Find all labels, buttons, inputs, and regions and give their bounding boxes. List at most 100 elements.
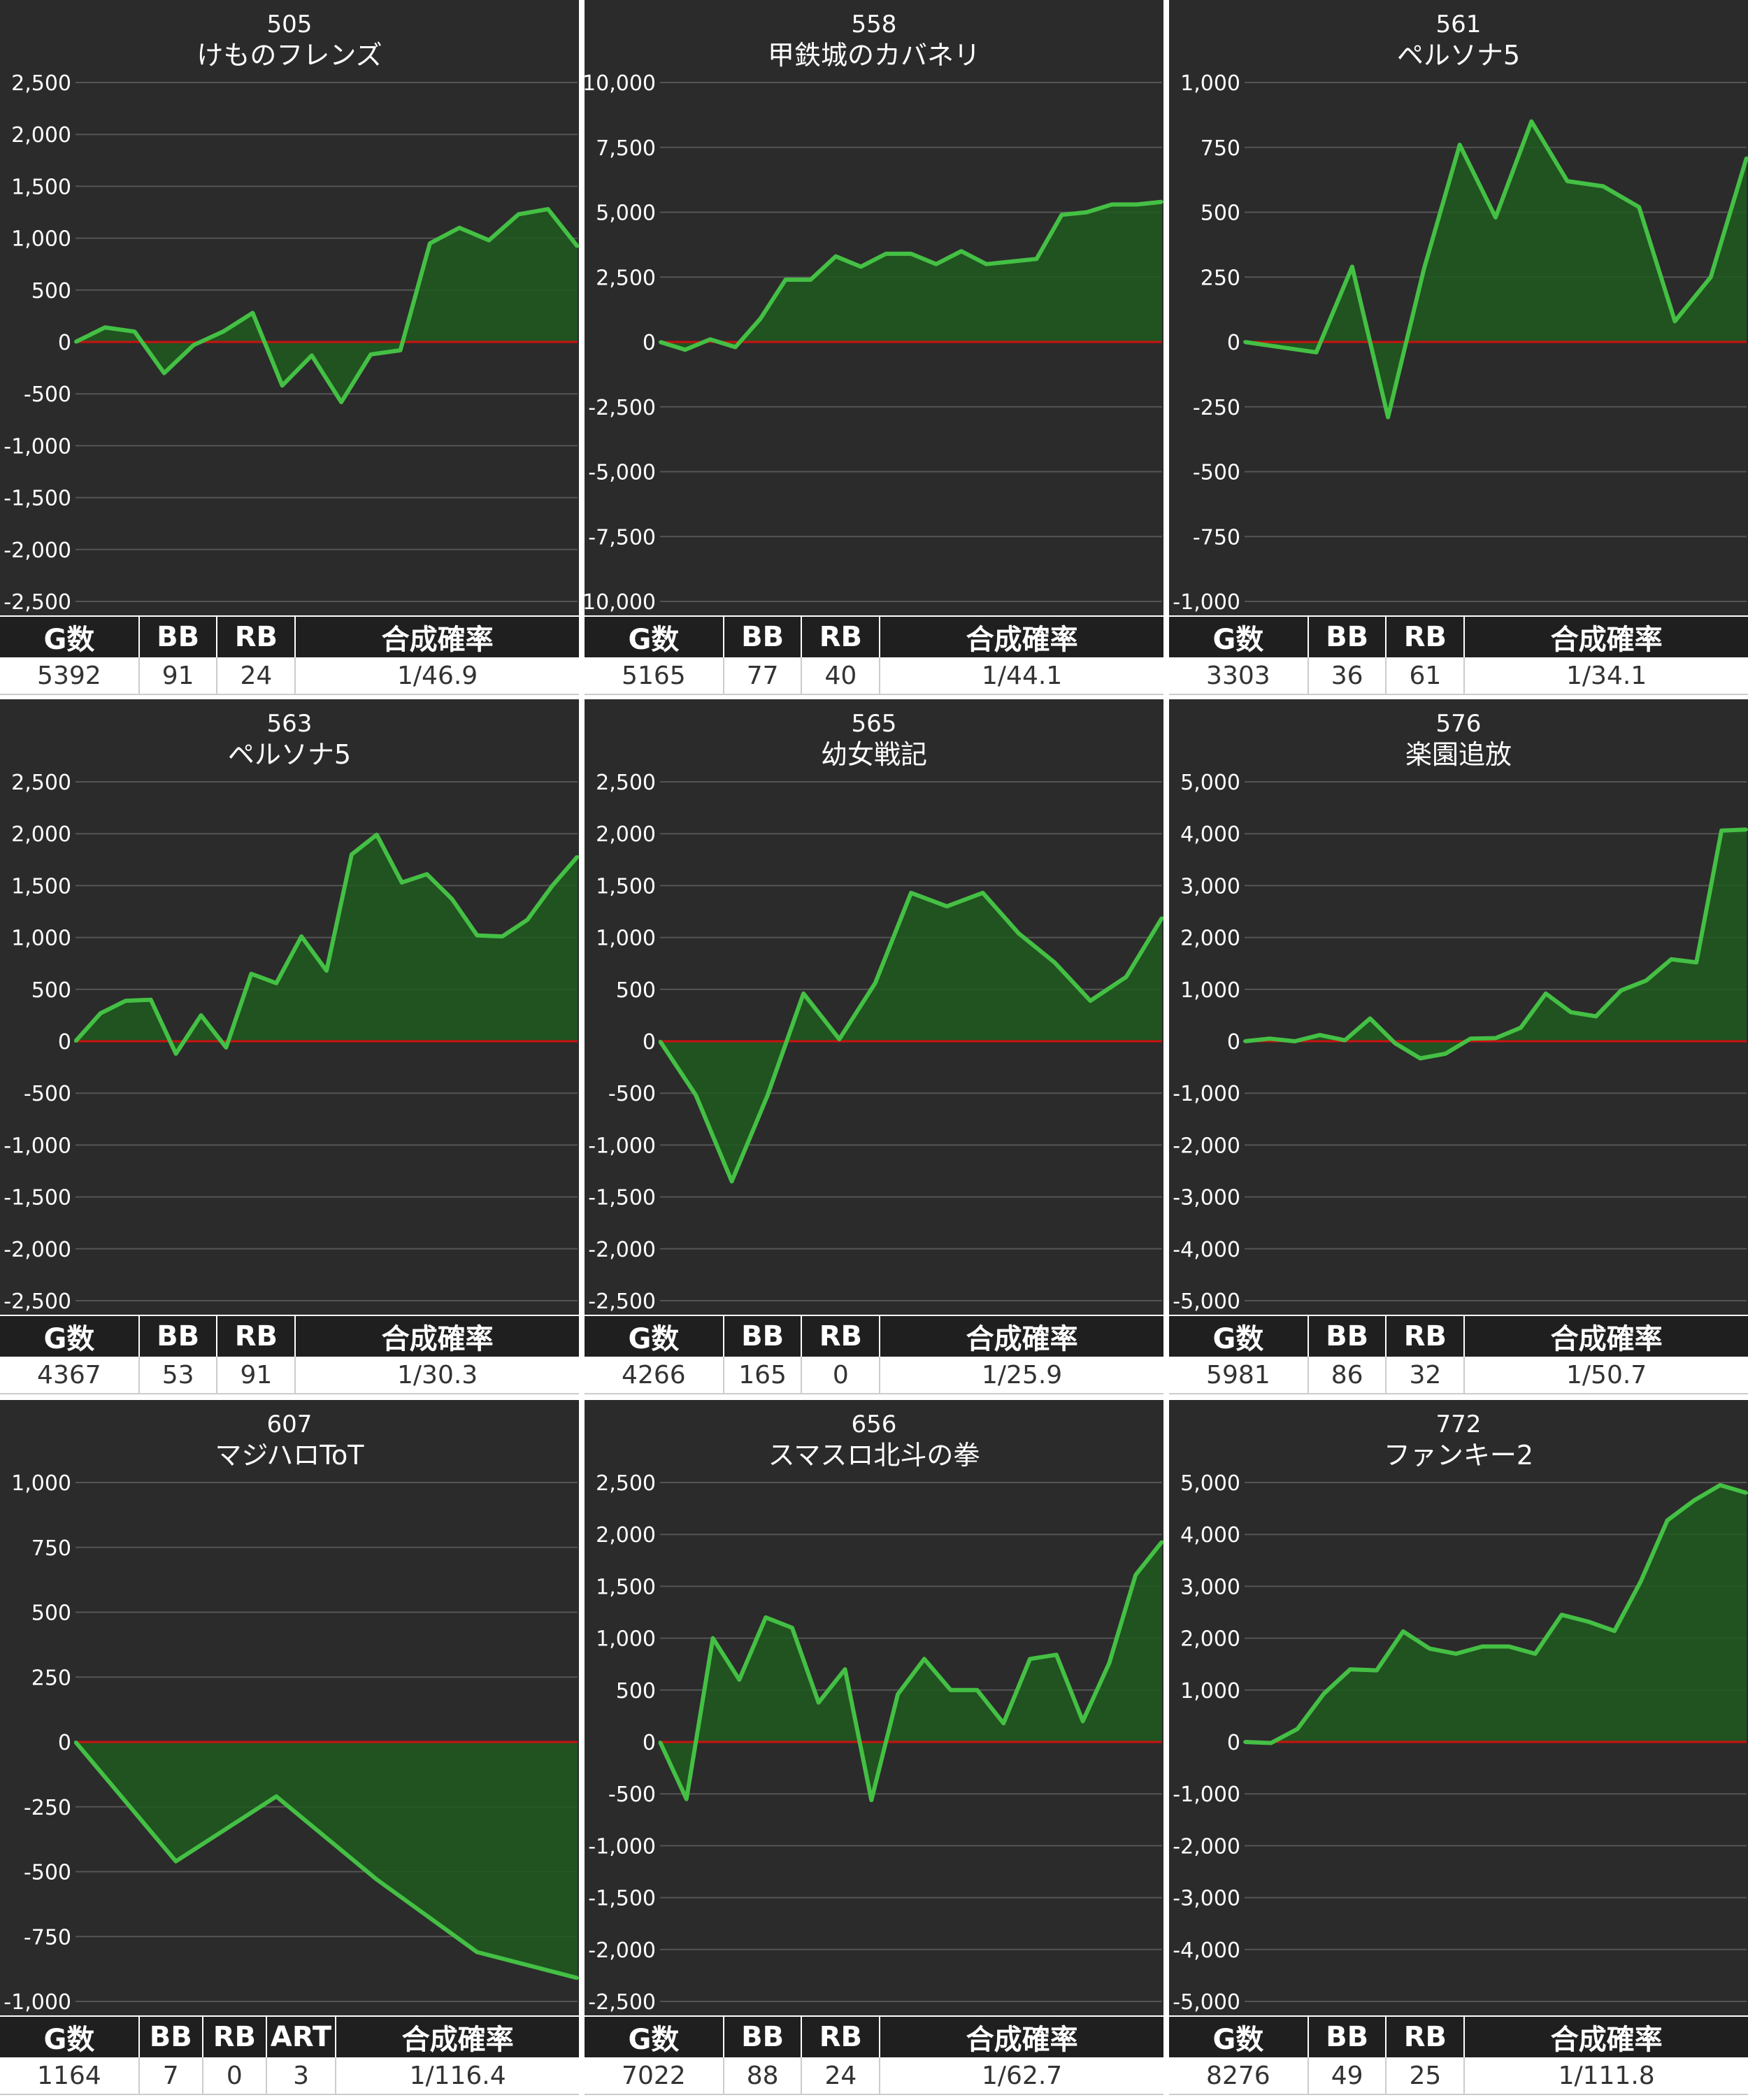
y-tick-label: -1,500 <box>3 1186 71 1210</box>
y-tick-label: 2,500 <box>11 71 71 96</box>
stats-header: BB <box>723 2017 803 2057</box>
y-tick-label: 10,000 <box>585 71 656 96</box>
data-point <box>1387 415 1390 419</box>
stats-value: 5981 <box>1169 1357 1309 1394</box>
data-point <box>708 338 712 341</box>
data-point <box>870 1799 873 1802</box>
stats-header: 合成確率 <box>880 2017 1163 2057</box>
y-tick-label: -1,000 <box>588 1834 656 1859</box>
stats-value: 1/50.7 <box>1464 1357 1748 1394</box>
data-point <box>683 348 687 352</box>
stats-value: 5392 <box>0 657 140 695</box>
y-tick-label: 500 <box>31 1601 71 1626</box>
stats-table: G数 BB RB 合成確率 5165 77 40 1/44.1 <box>585 617 1163 695</box>
y-tick-label: -500 <box>1193 461 1240 485</box>
stats-value: 0 <box>202 2057 267 2095</box>
data-point <box>1530 120 1533 123</box>
y-tick-label: 7,500 <box>596 136 656 161</box>
data-point <box>884 252 888 255</box>
stats-value: 1/46.9 <box>295 657 579 695</box>
y-tick-label: 4,000 <box>1180 1523 1240 1548</box>
data-point <box>546 208 550 211</box>
data-point <box>1720 829 1724 832</box>
y-tick-label: 0 <box>643 1731 656 1755</box>
y-tick-label: 1,500 <box>11 175 71 199</box>
stats-header: G数 <box>1169 617 1309 657</box>
y-tick-label: 2,000 <box>1180 1627 1240 1652</box>
y-tick-label: 5,000 <box>1180 1471 1240 1496</box>
data-point <box>275 1794 278 1798</box>
data-point <box>790 1626 794 1629</box>
data-point <box>1673 320 1677 323</box>
y-tick-label: -1,000 <box>588 1134 656 1158</box>
y-tick-label: -500 <box>608 1783 656 1807</box>
stats-header: BB <box>1308 2017 1387 2057</box>
data-point <box>576 1976 579 1980</box>
stats-header: RB <box>202 2017 267 2057</box>
y-tick-label: 2,000 <box>11 123 71 148</box>
y-tick-label: 1,000 <box>11 1471 71 1496</box>
y-tick-label: 1,000 <box>596 1627 656 1652</box>
data-point <box>784 278 787 281</box>
y-tick-label: 3,000 <box>1180 1575 1240 1599</box>
machine-number: 576 <box>1436 710 1482 738</box>
y-tick-label: 750 <box>1201 136 1240 161</box>
y-tick-label: 3,000 <box>1180 874 1240 899</box>
data-point <box>896 1692 900 1696</box>
y-tick-label: -3,000 <box>1173 1186 1240 1210</box>
y-tick-label: 2,500 <box>596 266 656 290</box>
stats-header: G数 <box>585 2017 724 2057</box>
y-tick-label: -5,000 <box>1173 1990 1240 2015</box>
data-point <box>910 891 912 894</box>
y-tick-label: -1,500 <box>588 1186 656 1210</box>
data-point <box>1560 1613 1563 1617</box>
y-tick-label: -250 <box>24 1796 71 1820</box>
stats-header: 合成確率 <box>1464 617 1748 657</box>
stats-header: G数 <box>585 1316 724 1357</box>
y-tick-label: 2,500 <box>596 771 656 795</box>
stats-value: 77 <box>723 657 803 695</box>
data-point <box>843 1668 847 1671</box>
data-point <box>1136 203 1139 206</box>
data-point <box>74 341 77 343</box>
chart-area: 563 ペルソナ5 2,500 2,000 1,500 1,000 500 0 -500 -1,0… <box>0 699 579 1315</box>
y-tick-label: -2,000 <box>588 1238 656 1262</box>
data-point <box>945 905 949 908</box>
data-point <box>1161 1540 1163 1543</box>
stats-value: 4367 <box>0 1357 140 1394</box>
data-point <box>450 897 454 901</box>
data-point <box>310 354 313 357</box>
data-point <box>369 352 373 356</box>
data-point <box>251 311 255 315</box>
y-tick-label: 2,000 <box>1180 927 1240 951</box>
data-point <box>1428 1647 1431 1650</box>
y-tick-label: 0 <box>58 331 71 355</box>
machine-number: 563 <box>267 710 313 738</box>
stats-value: 91 <box>217 1357 296 1394</box>
stats-header: RB <box>801 1316 881 1357</box>
data-point <box>1089 999 1092 1003</box>
y-tick-label: 1,500 <box>596 1575 656 1599</box>
data-point <box>1110 203 1114 206</box>
data-point <box>1494 215 1497 219</box>
data-point <box>74 1040 77 1043</box>
y-tick-label: -500 <box>24 383 71 407</box>
y-tick-label: 5,000 <box>596 201 656 226</box>
data-point <box>759 317 762 320</box>
stats-header: RB <box>1386 617 1466 657</box>
y-tick-label: -2,000 <box>3 538 71 563</box>
data-point <box>222 330 225 334</box>
machine-name: ペルソナ5 <box>228 739 351 770</box>
y-tick-label: 500 <box>31 279 71 303</box>
data-point <box>1695 961 1698 964</box>
data-point <box>1519 1026 1522 1029</box>
y-tick-label: -750 <box>24 1925 71 1950</box>
y-tick-label: 1,000 <box>1180 1679 1240 1703</box>
data-point <box>984 262 988 266</box>
data-point <box>526 918 529 922</box>
stats-header: 合成確率 <box>880 617 1163 657</box>
stats-header: BB <box>138 2017 203 2057</box>
data-point <box>1161 200 1163 203</box>
y-tick-label: -2,000 <box>1173 1834 1240 1859</box>
